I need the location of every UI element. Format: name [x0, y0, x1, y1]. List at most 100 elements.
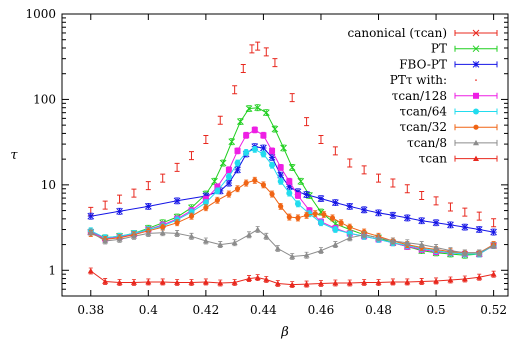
data-point — [237, 118, 244, 125]
data-point — [433, 277, 440, 284]
data-point — [131, 188, 137, 198]
data-point — [303, 281, 310, 287]
ticks-layer: 0.38 0.4 0.42 0.44 0.46 0.48 0.5 0.52 1 10 100 1000 — [25, 7, 508, 317]
data-point — [338, 220, 344, 226]
legend-label: PT — [431, 42, 447, 56]
data-point — [130, 279, 137, 285]
data-point — [404, 278, 411, 285]
data-point — [251, 126, 258, 133]
data-point — [332, 226, 339, 233]
legend-label: τcan/8 — [407, 136, 447, 150]
data-point — [130, 233, 137, 239]
data-point — [490, 228, 497, 236]
data-point — [228, 138, 236, 146]
legend-item-4: τcan/64 — [399, 105, 498, 119]
x-tick-label: 0.52 — [480, 303, 507, 317]
plot-frame — [61, 13, 509, 297]
data-point — [274, 280, 281, 286]
data-point — [249, 44, 255, 54]
legend-label: τcan/128 — [392, 89, 447, 103]
data-point — [188, 209, 195, 216]
data-point — [317, 195, 325, 202]
data-point — [475, 226, 483, 233]
legend-item-7: τcan — [419, 152, 498, 166]
data-point — [317, 247, 324, 253]
data-point — [173, 197, 181, 205]
data-point — [102, 200, 108, 210]
data-point — [280, 144, 287, 152]
series-line — [90, 270, 494, 286]
x-axis-label: β — [280, 325, 289, 340]
data-point — [285, 183, 293, 191]
data-point — [294, 188, 302, 196]
data-point — [202, 238, 209, 244]
data-point — [145, 181, 151, 191]
data-point — [278, 203, 284, 209]
data-point — [389, 278, 396, 285]
data-point — [262, 109, 270, 117]
data-point — [268, 153, 276, 161]
data-point — [243, 149, 250, 156]
data-point — [346, 234, 353, 241]
legend-label: τcan/32 — [399, 120, 447, 134]
legend-label: τcan/64 — [399, 105, 447, 119]
data-point — [447, 247, 454, 253]
data-point — [217, 279, 224, 286]
data-point — [260, 182, 267, 188]
data-point — [255, 41, 261, 51]
data-point — [231, 239, 238, 246]
data-point — [332, 279, 339, 286]
data-point — [87, 212, 95, 220]
data-point — [461, 276, 468, 282]
data-point — [490, 271, 497, 277]
data-point — [433, 244, 440, 250]
data-point — [252, 177, 258, 183]
data-point — [174, 220, 180, 226]
x-tick-label: 0.4 — [139, 303, 158, 317]
data-point — [116, 279, 123, 285]
y-tick-label: 1000 — [25, 7, 56, 21]
data-point — [277, 164, 284, 171]
legend-swatch-marker — [473, 139, 479, 146]
data-point — [243, 180, 249, 186]
data-point — [461, 223, 469, 231]
legend-header: PTτ with: — [390, 73, 447, 87]
data-point — [214, 197, 220, 203]
legend-item-5: τcan/32 — [399, 120, 498, 134]
x-tick-label: 0.48 — [365, 303, 392, 317]
series-line — [90, 228, 494, 258]
data-point — [116, 207, 123, 215]
x-tick-label: 0.44 — [250, 303, 277, 317]
data-point — [145, 278, 152, 285]
data-point — [225, 179, 233, 187]
data-point — [447, 221, 454, 229]
data-point — [346, 203, 354, 210]
data-point — [294, 200, 301, 207]
legend-label: FBO-PT — [399, 57, 447, 71]
data-point — [254, 104, 262, 112]
data-point — [260, 132, 267, 139]
data-point — [375, 209, 382, 217]
data-point — [286, 214, 292, 220]
data-point — [263, 276, 270, 282]
series-layer — [87, 41, 497, 288]
data-point — [219, 159, 227, 167]
data-point — [432, 219, 440, 227]
data-point — [240, 64, 246, 74]
data-point — [490, 242, 497, 248]
x-tick-label: 0.38 — [77, 303, 104, 317]
data-point — [447, 202, 453, 212]
data-point — [246, 275, 253, 281]
series-6 — [87, 226, 497, 260]
data-point — [312, 211, 318, 217]
data-point — [390, 178, 396, 188]
data-point — [303, 191, 310, 198]
data-point — [245, 105, 253, 112]
data-point — [260, 144, 267, 152]
data-point — [269, 191, 275, 197]
data-point — [289, 253, 296, 259]
data-point — [476, 211, 482, 221]
data-point — [246, 231, 253, 238]
